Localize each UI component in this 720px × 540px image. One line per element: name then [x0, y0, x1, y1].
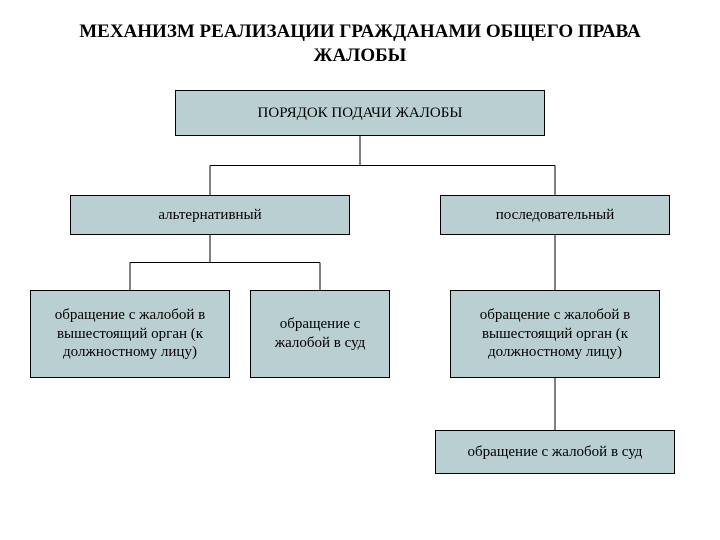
node-seq_a: обращение с жалобой в вышестоящий орган …: [450, 290, 660, 378]
node-seq: последовательный: [440, 195, 670, 235]
node-alt_b: обращение с жалобой в суд: [250, 290, 390, 378]
node-seq_b: обращение с жалобой в суд: [435, 430, 675, 474]
node-alt: альтернативный: [70, 195, 350, 235]
node-root: ПОРЯДОК ПОДАЧИ ЖАЛОБЫ: [175, 90, 545, 136]
node-alt_a: обращение с жалобой в вышестоящий орган …: [30, 290, 230, 378]
page-title: МЕХАНИЗМ РЕАЛИЗАЦИИ ГРАЖДАНАМИ ОБЩЕГО ПР…: [50, 20, 670, 68]
